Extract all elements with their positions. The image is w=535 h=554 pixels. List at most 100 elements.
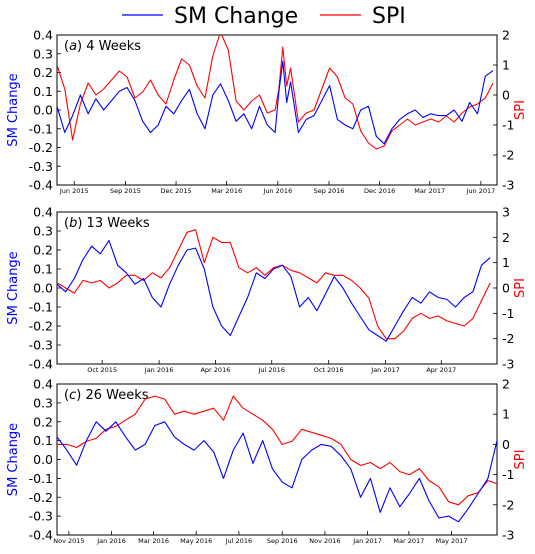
right-tick-label: 1 [502, 255, 510, 270]
right-tick-label: 2 [502, 230, 510, 245]
x-tick-label: Nov 2016 [309, 537, 340, 545]
left-tick-label: 0.1 [33, 433, 53, 448]
panel-title-text: ) 13 Weeks [77, 216, 149, 231]
panel-title: (b) 13 Weeks [64, 216, 150, 231]
series-line-sm-change [57, 239, 491, 342]
panel-a: -0.4 -0.3 -0.2 -0.1 0.0 0.1 0.2 0.3 0.4 -3 -2 -1 0 1 2… [6, 28, 528, 196]
panel-title-paren-open: ( [64, 388, 69, 403]
left-tick-label: -0.1 [29, 121, 53, 136]
plot-frame [56, 383, 498, 536]
left-tick-label: 0.3 [33, 46, 53, 61]
panel-b: -0.4 -0.3 -0.2 -0.1 0.0 0.1 0.2 0.3 0.4 -3 -2 -1 0 1 2… [6, 205, 528, 375]
legend-label-spi: SPI [372, 4, 406, 29]
x-tick-label: Oct 2016 [314, 366, 344, 374]
right-tick-label: -3 [502, 528, 514, 543]
series-line-spi [57, 229, 491, 340]
x-tick-label: May 2016 [180, 537, 212, 545]
left-tick-label: 0.0 [33, 281, 53, 296]
left-tick-label: 0.4 [33, 28, 53, 43]
left-tick-label: 0.2 [33, 243, 53, 258]
x-tick-label: Sep 2015 [110, 187, 141, 195]
left-tick-label: 0.4 [33, 377, 53, 392]
x-tick-label: Mar 2017 [393, 537, 424, 545]
panel-title-letter: a [69, 39, 77, 54]
x-tick-label: Sep 2016 [267, 537, 298, 545]
x-tick-label: Nov 2015 [53, 537, 84, 545]
left-axis-title: SM Change [6, 423, 21, 496]
right-tick-label: 0 [502, 437, 510, 452]
panel-title-letter: c [69, 388, 76, 403]
right-tick-label: -1 [502, 306, 514, 321]
right-tick-label: 0 [502, 88, 510, 103]
x-tick-label: Jun 2017 [465, 187, 495, 195]
right-tick-label: 2 [502, 377, 510, 392]
panel-title: (a) 4 Weeks [64, 39, 141, 54]
right-tick-label: -2 [502, 331, 514, 346]
right-tick-label: -1 [502, 467, 514, 482]
x-tick-label: Jan 2016 [96, 537, 126, 545]
left-tick-label: -0.1 [29, 471, 53, 486]
left-axis-title: SM Change [6, 73, 21, 146]
left-tick-label: 0.0 [33, 452, 53, 467]
panel-title-text: ) 4 Weeks [77, 39, 141, 54]
panel-title-paren-open: ( [64, 39, 69, 54]
x-tick-label: Mar 2016 [138, 537, 169, 545]
left-tick-label: 0.3 [33, 224, 53, 239]
left-tick-label: -0.3 [29, 159, 53, 174]
x-tick-label: Mar 2016 [211, 187, 242, 195]
right-tick-label: 0 [502, 281, 510, 296]
left-tick-label: -0.2 [29, 490, 53, 505]
x-tick-label: Sep 2016 [314, 187, 345, 195]
legend: SM Change SPI [122, 4, 406, 29]
left-tick-label: -0.3 [29, 509, 53, 524]
left-tick-label: -0.4 [29, 357, 53, 372]
left-tick-label: 0.1 [33, 262, 53, 277]
left-axis-title: SM Change [6, 251, 21, 324]
x-tick-label: Jul 2016 [225, 537, 252, 545]
left-tick-label: 0.1 [33, 84, 53, 99]
series-line-sm-change [57, 421, 497, 523]
panels: -0.4 -0.3 -0.2 -0.1 0.0 0.1 0.2 0.3 0.4 -3 -2 -1 0 1 2… [6, 28, 528, 546]
series-line-sm-change [57, 60, 494, 145]
x-tick-label: Mar 2017 [414, 187, 445, 195]
left-tick-label: 0.4 [33, 205, 53, 220]
x-tick-label: Dec 2016 [364, 187, 395, 195]
left-tick-label: -0.4 [29, 178, 53, 193]
x-tick-label: Jan 2017 [370, 366, 400, 374]
panel-title-letter: b [69, 216, 77, 231]
panel-title-paren-open: ( [64, 216, 69, 231]
right-tick-label: -1 [502, 118, 514, 133]
right-tick-label: 1 [502, 58, 510, 73]
left-tick-label: 0.2 [33, 414, 53, 429]
x-tick-label: Jan 2016 [144, 366, 174, 374]
x-tick-label: Jun 2016 [262, 187, 292, 195]
right-tick-label: 2 [502, 28, 510, 43]
left-tick-label: 0.3 [33, 395, 53, 410]
left-tick-label: 0.2 [33, 65, 53, 80]
right-tick-label: -3 [502, 357, 514, 372]
left-tick-label: -0.3 [29, 338, 53, 353]
left-tick-label: -0.1 [29, 300, 53, 315]
x-tick-label: Apr 2016 [200, 366, 230, 374]
x-tick-label: Oct 2015 [87, 366, 117, 374]
left-tick-label: -0.2 [29, 140, 53, 155]
right-tick-label: 3 [502, 205, 510, 220]
x-tick-label: May 2017 [436, 537, 468, 545]
panel-c: -0.4 -0.3 -0.2 -0.1 0.0 0.1 0.2 0.3 0.4 -3 -2 -1 0 1 2… [6, 377, 528, 546]
right-axis-title: SPI [513, 100, 528, 120]
left-tick-label: -0.4 [29, 528, 53, 543]
panel-title-text: ) 26 Weeks [76, 388, 148, 403]
left-tick-label: 0.0 [33, 103, 53, 118]
right-tick-label: -2 [502, 148, 514, 163]
plot-frame [56, 211, 498, 365]
x-tick-label: Apr 2017 [426, 366, 456, 374]
right-tick-label: -3 [502, 178, 514, 193]
right-tick-label: 1 [502, 407, 510, 422]
panel-title: (c) 26 Weeks [64, 388, 149, 403]
x-tick-label: Jun 2015 [59, 187, 89, 195]
x-tick-label: Jan 2017 [352, 537, 382, 545]
x-tick-label: Jul 2016 [258, 366, 285, 374]
right-axis-title: SPI [513, 278, 528, 298]
